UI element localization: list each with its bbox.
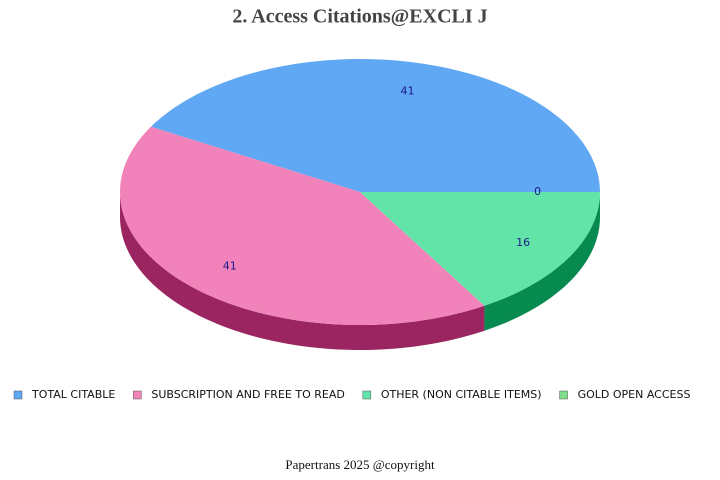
legend-swatch — [133, 390, 142, 400]
legend-swatch — [362, 390, 372, 400]
pie-slice — [360, 192, 600, 306]
pie-slice — [150, 59, 600, 193]
legend-label: GOLD OPEN ACCESS — [578, 388, 691, 401]
data-label: 41 — [400, 85, 414, 98]
legend-label: TOTAL CITABLE — [31, 388, 115, 401]
pie-side — [484, 192, 600, 331]
chart-title: 2. Access Citations@EXCLI J — [232, 6, 487, 28]
legend-swatch — [13, 390, 23, 400]
legend-swatch — [559, 390, 568, 400]
caption: Papertrans 2025 @copyright — [285, 457, 435, 472]
data-label: 0 — [534, 185, 541, 198]
legend-label: SUBSCRIPTION AND FREE TO READ — [151, 388, 344, 401]
data-label: 16 — [516, 236, 530, 249]
pie-side — [120, 192, 485, 350]
data-label: 41 — [223, 260, 237, 273]
legend-label: OTHER (NON CITABLE ITEMS) — [381, 388, 542, 401]
pie-slice — [120, 126, 485, 325]
